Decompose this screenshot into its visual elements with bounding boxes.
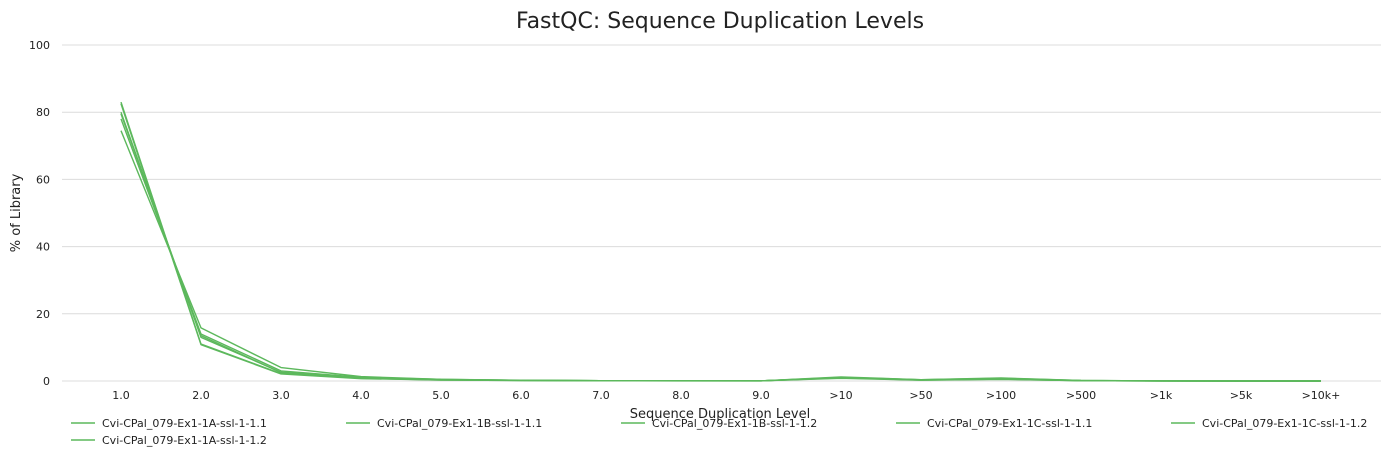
y-axis-ticks: 0 20 40 60 80 100 (29, 39, 50, 388)
series-line-2[interactable] (120, 101, 1321, 382)
x-tick-label: 3.0 (272, 389, 290, 402)
legend-label: Cvi-CPal_079-Ex1-1B-ssl-1-1.1 (377, 417, 542, 430)
grid-lines (62, 44, 1381, 382)
x-tick-label: 9.0 (752, 389, 770, 402)
y-tick-label: 40 (36, 241, 50, 254)
x-tick-label: 8.0 (672, 389, 690, 402)
x-axis-ticks: 1.0 2.0 3.0 4.0 5.0 6.0 7.0 8.0 9.0 >10 >50 >100 >50… (112, 389, 1340, 402)
y-tick-label: 60 (36, 173, 50, 186)
x-axis-label: Sequence Duplication Level (630, 407, 810, 422)
y-tick-label: 80 (36, 106, 50, 119)
legend-item[interactable]: Cvi-CPal_079-Ex1-1B-ssl-1-1.2 (621, 417, 817, 430)
x-tick-label: >1k (1150, 389, 1173, 402)
legend-label: Cvi-CPal_079-Ex1-1A-ssl-1-1.1 (102, 417, 267, 430)
legend-item[interactable]: Cvi-CPal_079-Ex1-1C-ssl-1-1.1 (896, 417, 1092, 430)
legend-label: Cvi-CPal_079-Ex1-1A-ssl-1-1.2 (102, 434, 267, 447)
x-tick-label: >10k+ (1302, 389, 1341, 402)
series-line-1[interactable] (120, 113, 1321, 382)
x-tick-label: >10 (829, 389, 852, 402)
x-tick-label: >500 (1066, 389, 1096, 402)
chart-title: FastQC: Sequence Duplication Levels (516, 9, 924, 34)
series-line-5[interactable] (120, 103, 1321, 382)
y-tick-label: 20 (36, 308, 50, 321)
legend-label: Cvi-CPal_079-Ex1-1C-ssl-1-1.1 (927, 417, 1092, 430)
series-line-6[interactable] (120, 130, 1321, 382)
legend-label: Cvi-CPal_079-Ex1-1B-ssl-1-1.2 (652, 417, 817, 430)
y-tick-label: 100 (29, 39, 50, 52)
x-tick-label: 4.0 (352, 389, 370, 402)
x-tick-label: 6.0 (512, 389, 530, 402)
x-tick-label: 7.0 (592, 389, 610, 402)
series-lines (120, 101, 1321, 382)
x-tick-label: >5k (1230, 389, 1253, 402)
y-tick-label: 0 (43, 375, 50, 388)
series-line-4[interactable] (120, 118, 1321, 382)
legend-item[interactable]: Cvi-CPal_079-Ex1-1A-ssl-1-1.2 (71, 434, 267, 447)
x-tick-label: 1.0 (112, 389, 130, 402)
x-tick-label: >50 (909, 389, 932, 402)
legend-item[interactable]: Cvi-CPal_079-Ex1-1C-ssl-1-1.2 (1171, 417, 1367, 430)
legend-item[interactable]: Cvi-CPal_079-Ex1-1A-ssl-1-1.1 (71, 417, 267, 430)
legend-label: Cvi-CPal_079-Ex1-1C-ssl-1-1.2 (1202, 417, 1367, 430)
x-tick-label: >100 (986, 389, 1016, 402)
x-tick-label: 2.0 (192, 389, 210, 402)
legend: Cvi-CPal_079-Ex1-1A-ssl-1-1.1 Cvi-CPal_07… (71, 417, 1367, 447)
legend-item[interactable]: Cvi-CPal_079-Ex1-1B-ssl-1-1.1 (346, 417, 542, 430)
x-tick-label: 5.0 (432, 389, 450, 402)
y-axis-label: % of Library (9, 173, 24, 252)
